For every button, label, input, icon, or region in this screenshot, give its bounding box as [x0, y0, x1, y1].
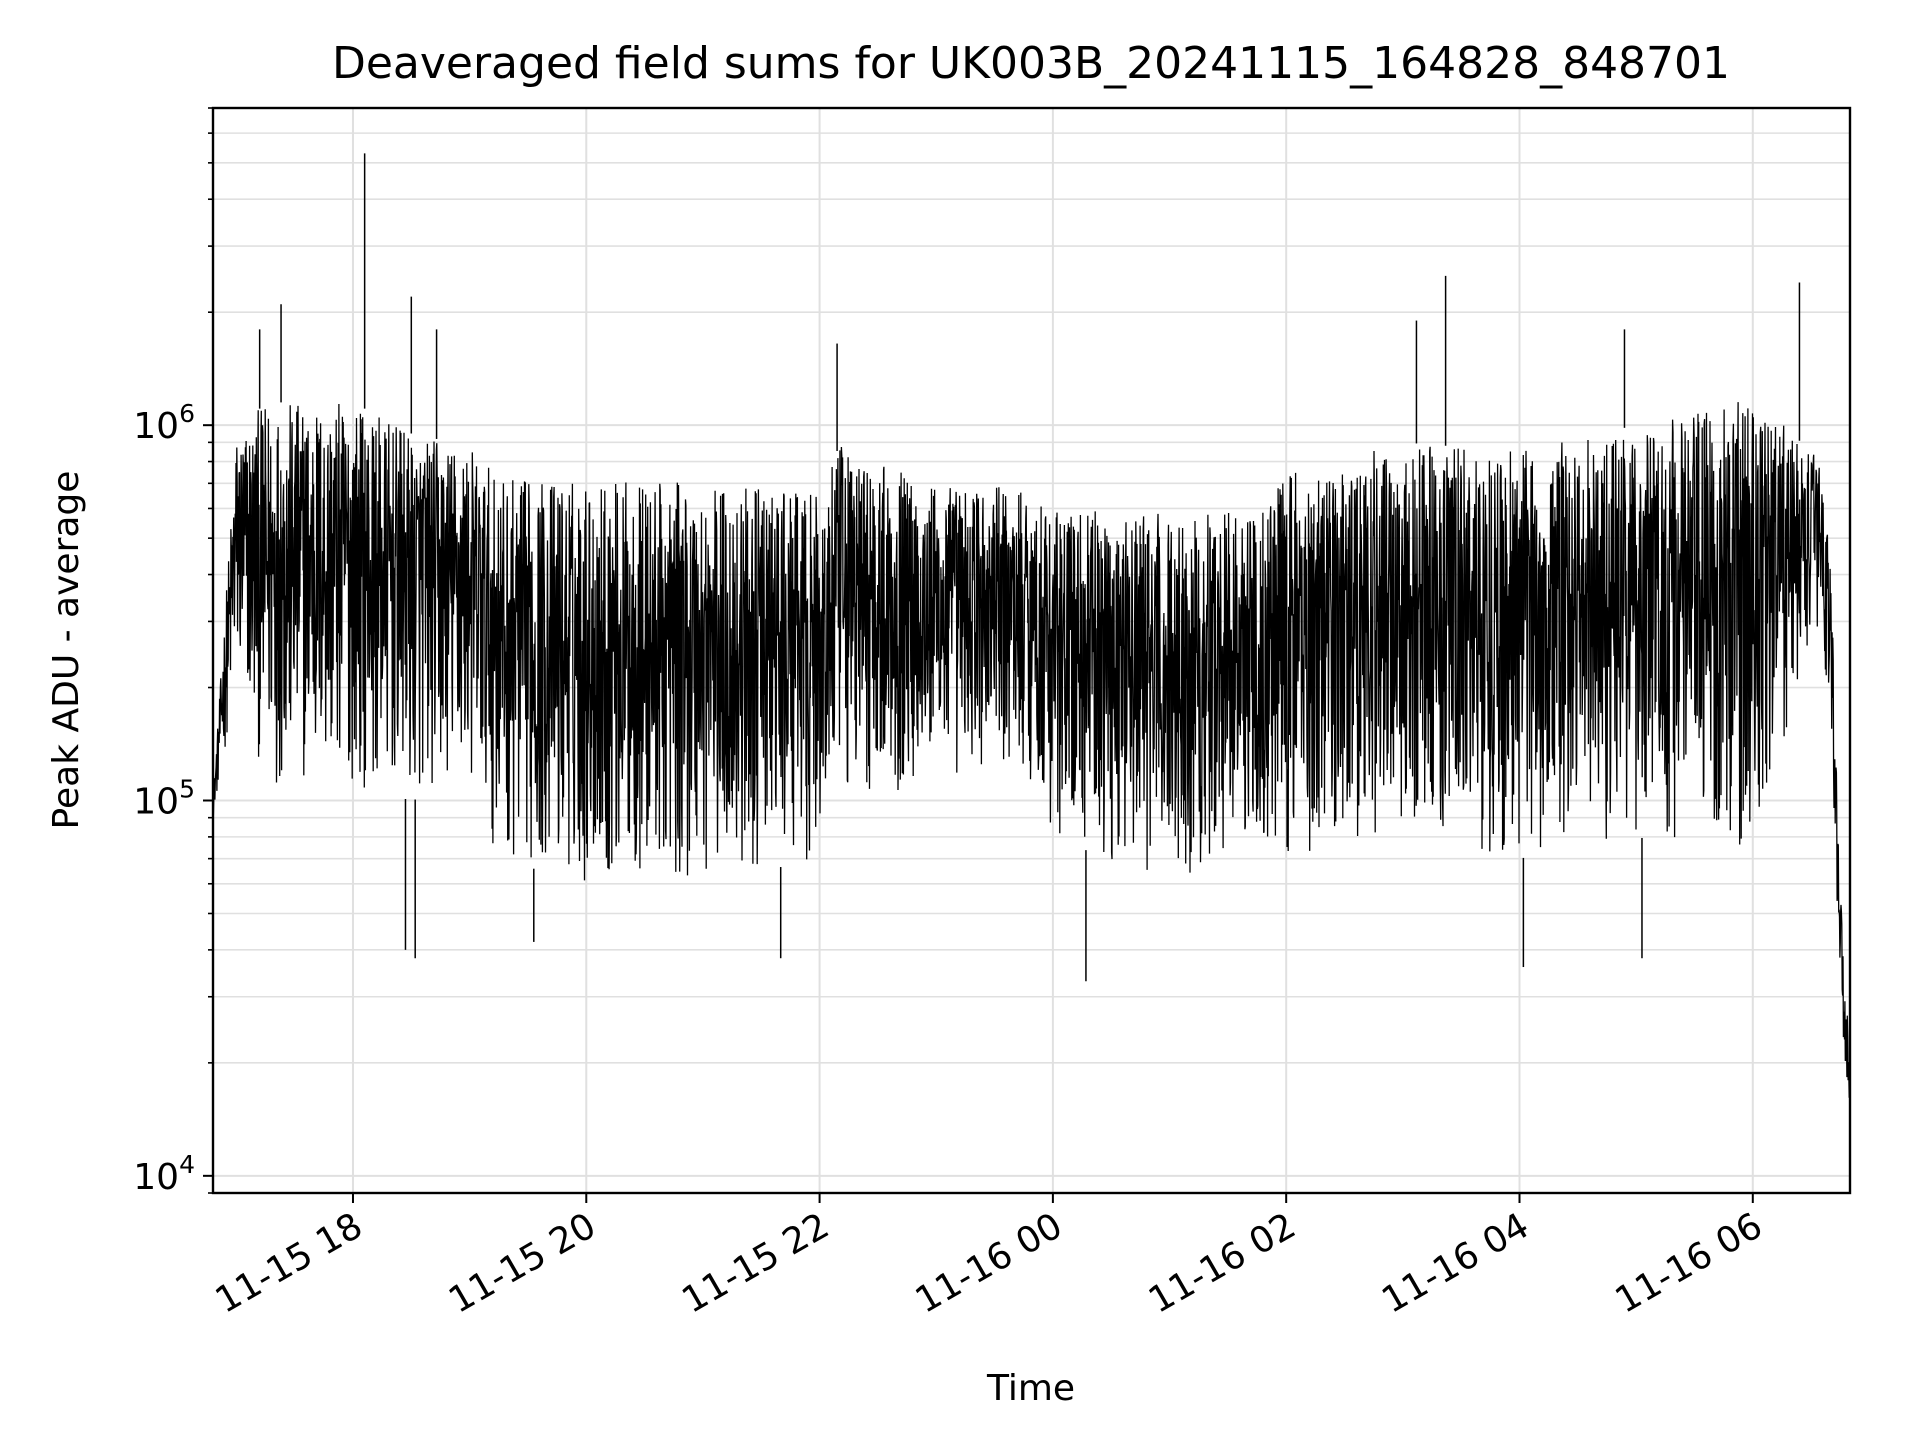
- x-tick-label: 11-16 00: [909, 1205, 1070, 1321]
- chart-title: Deaveraged field sums for UK003B_2024111…: [332, 38, 1730, 89]
- y-tick-label: 105: [133, 775, 195, 823]
- y-tick-label: 104: [133, 1150, 195, 1198]
- y-tick-label: 106: [133, 399, 195, 447]
- x-tick-label: 11-16 02: [1142, 1205, 1303, 1321]
- x-tick-label: 11-15 18: [209, 1205, 370, 1321]
- ticks-layer: 104 105 106 11-15 18 11-15 20 11-15 22 11-16 0…: [133, 107, 1770, 1322]
- series-line: [212, 402, 1851, 1144]
- x-tick-label: 11-16 04: [1375, 1205, 1536, 1321]
- data-layer: [212, 153, 1851, 1144]
- x-axis-label: Time: [986, 1368, 1075, 1409]
- x-tick-label: 11-16 06: [1609, 1205, 1770, 1321]
- y-axis-label: Peak ADU - average: [46, 471, 87, 830]
- x-tick-label: 11-15 22: [675, 1205, 836, 1321]
- plot-frame: [211, 106, 1852, 1195]
- x-tick-label: 11-15 20: [442, 1205, 603, 1321]
